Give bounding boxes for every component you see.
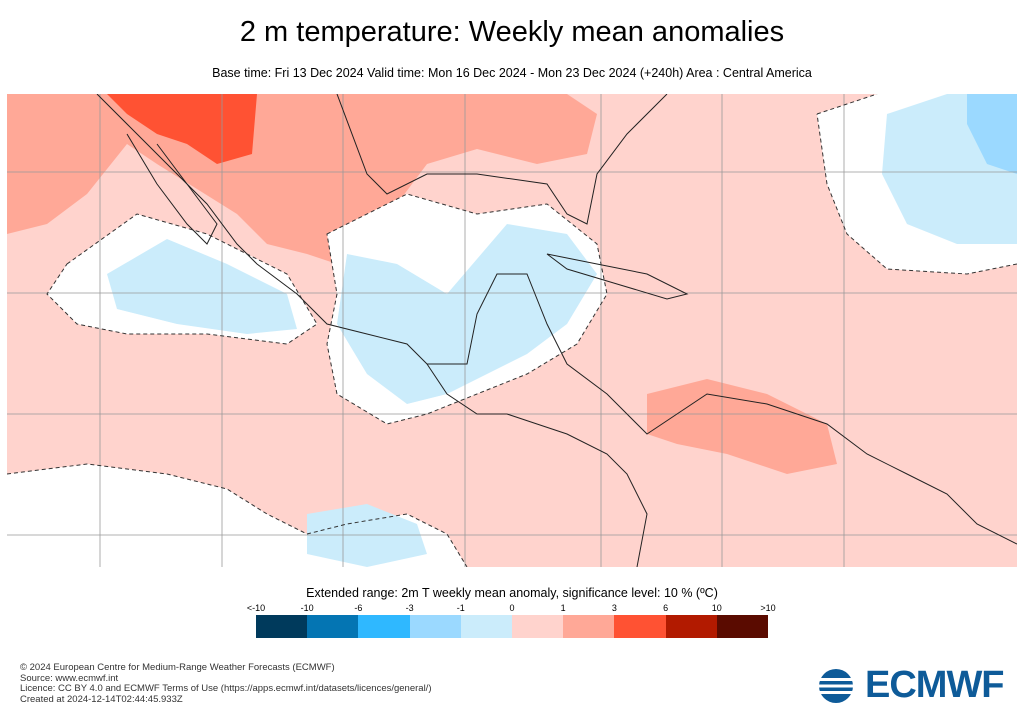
legend-swatch	[256, 615, 308, 638]
legend-swatch	[614, 615, 666, 638]
cold-region	[107, 239, 297, 334]
legend-tick-label: -1	[456, 603, 465, 613]
cold-region	[337, 224, 597, 404]
created-text: Created at 2024-12-14T02:44:45.933Z	[20, 693, 183, 705]
legend-swatch	[512, 615, 564, 638]
significance-contours	[7, 94, 1017, 567]
legend-tick-label: -3	[405, 603, 414, 613]
page-title: 2 m temperature: Weekly mean anomalies	[239, 16, 785, 48]
copyright-text: © 2024 European Centre for Medium-Range …	[20, 662, 335, 673]
legend-swatch	[563, 615, 615, 638]
legend-swatch	[460, 615, 513, 638]
legend-tick-label: 6	[663, 603, 669, 613]
legend-swatch	[716, 615, 769, 638]
licence-text: Licence: CC BY 4.0 and ECMWF Terms of Us…	[20, 683, 432, 694]
legend-swatch	[358, 615, 410, 638]
legend-swatch	[307, 615, 359, 638]
ecmwf-logo: ECMWF	[813, 664, 1005, 707]
page-subtitle: Base time: Fri 13 Dec 2024 Valid time: M…	[212, 66, 812, 80]
legend-tick-label: 3	[611, 603, 617, 613]
warm-region	[7, 94, 597, 264]
strong-warm-region	[107, 94, 257, 164]
cold-region	[307, 504, 427, 567]
legend-tick-label: 1	[560, 603, 566, 613]
legend-swatch	[409, 615, 461, 638]
footer: © 2024 European Centre for Medium-Range …	[20, 662, 432, 705]
legend-tick-label: <-10	[246, 603, 266, 613]
legend-tick-label: -10	[300, 603, 314, 613]
legend-tick-label: -6	[354, 603, 363, 613]
legend-tick-label: 10	[711, 603, 722, 613]
color-legend	[256, 615, 769, 638]
legend-title: Extended range: 2m T weekly mean anomaly…	[306, 586, 718, 600]
ecmwf-logo-text: ECMWF	[865, 664, 1005, 706]
source-text: Source: www.ecmwf.int	[20, 672, 119, 684]
graticule	[7, 94, 1017, 567]
legend-swatch	[665, 615, 717, 638]
ecmwf-logo-icon	[813, 668, 859, 703]
legend-tick-label: 0	[509, 603, 515, 613]
anomaly-map	[7, 94, 1017, 567]
cold-region	[967, 94, 1017, 174]
legend-tick-label: >10	[760, 603, 776, 613]
